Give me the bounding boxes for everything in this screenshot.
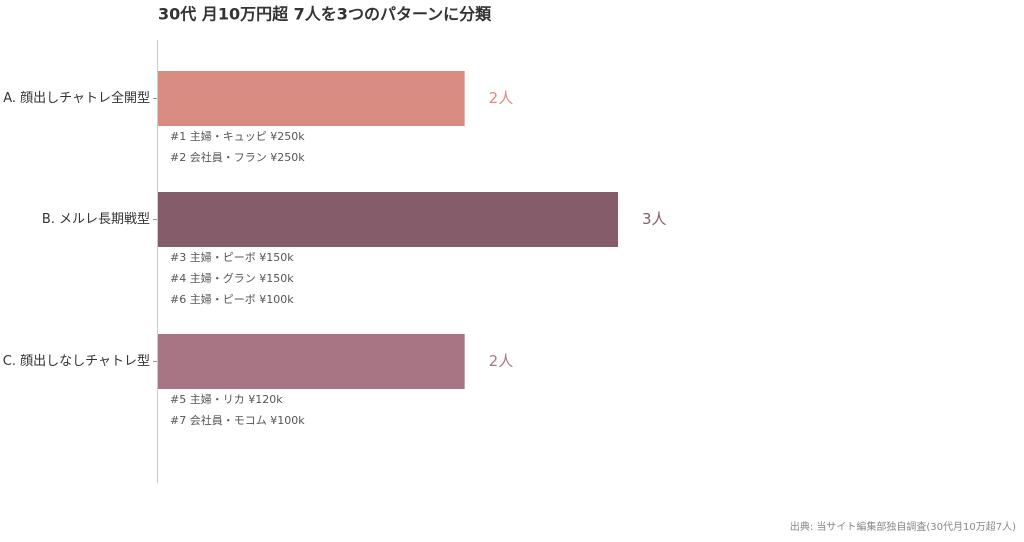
bar	[158, 71, 465, 126]
note: #4 主婦・グラン ¥150k	[170, 271, 294, 285]
note: #1 主婦・キュッピ ¥250k	[170, 129, 305, 143]
note: #2 会社員・フラン ¥250k	[170, 150, 305, 164]
chart-title: 30代 月10万円超 7人を3つのパターンに分類	[158, 5, 492, 24]
note: #3 主婦・ピーボ ¥150k	[170, 250, 294, 264]
y-tick-label: A. 顔出しチャトレ全開型	[3, 90, 150, 106]
value-label: 3人	[642, 210, 667, 228]
source: 出典: 当サイト編集部独自調査(30代月10万超7人)	[790, 520, 1016, 533]
value-label: 2人	[489, 352, 514, 370]
note: #6 主婦・ピーボ ¥100k	[170, 292, 294, 306]
y-tick-label: B. メルレ長期戦型	[42, 212, 150, 227]
bar	[158, 334, 465, 389]
y-tick-label: C. 顔出しなしチャトレ型	[3, 354, 150, 369]
note: #5 主婦・リカ ¥120k	[170, 392, 283, 406]
note: #7 会社員・モコム ¥100k	[170, 413, 305, 427]
bar	[158, 192, 618, 247]
value-label: 2人	[489, 89, 514, 107]
